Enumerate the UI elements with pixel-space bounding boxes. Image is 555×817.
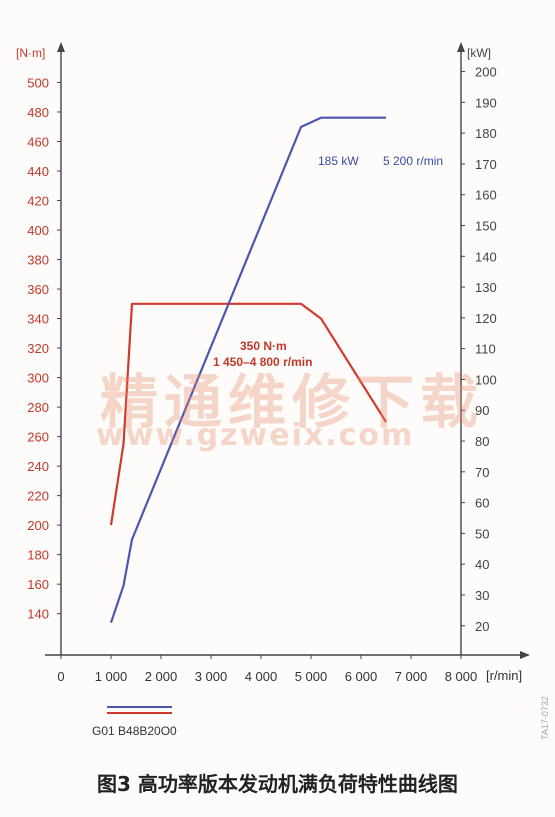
y-right-tick-label: 160 xyxy=(475,188,497,203)
x-tick-label: 3 000 xyxy=(195,669,228,684)
side-code: TA17-0732 xyxy=(540,696,550,740)
y-left-tick-label: 180 xyxy=(27,548,49,563)
y-left-tick-label: 220 xyxy=(27,489,49,504)
x-axis-arrow xyxy=(520,651,530,659)
power-annotation-value: 185 kW xyxy=(318,154,359,168)
y-right-tick-label: 50 xyxy=(475,526,489,541)
y-left-unit: [N·m] xyxy=(16,46,45,60)
y-right-tick-label: 110 xyxy=(475,342,496,357)
y-left-tick-label: 340 xyxy=(27,312,49,327)
right-y-axis-arrow xyxy=(457,42,465,52)
torque-curve xyxy=(109,302,387,526)
y-left-tick-label: 140 xyxy=(27,607,49,622)
x-tick-label: 8 000 xyxy=(445,669,478,684)
x-unit: [r/min] xyxy=(486,668,522,683)
y-right-tick-labels: 20 30 40 50 60 70 80 90 100 110 120 130 140 150 160 170… xyxy=(461,65,497,634)
y-right-tick-label: 30 xyxy=(475,588,489,603)
y-left-tick-label: 460 xyxy=(27,134,49,149)
watermark-text: 精通维修下载 xyxy=(100,368,485,436)
y-right-tick-label: 190 xyxy=(475,95,497,110)
x-tick-label: 5 000 xyxy=(295,669,328,684)
y-left-tick-label: 380 xyxy=(27,253,49,268)
y-left-tick-label: 200 xyxy=(27,518,49,533)
torque-annotation-value: 350 N·m xyxy=(240,339,287,353)
y-right-tick-label: 90 xyxy=(475,403,489,418)
power-annotation-speed: 5 200 r/min xyxy=(383,154,443,168)
x-tick-label: 2 000 xyxy=(145,669,178,684)
y-left-tick-label: 160 xyxy=(27,577,49,592)
y-right-tick-label: 80 xyxy=(475,434,489,449)
y-left-tick-label: 320 xyxy=(27,341,49,356)
y-right-tick-label: 20 xyxy=(475,619,489,634)
x-tick-label: 0 xyxy=(57,669,64,684)
y-left-tick-label: 420 xyxy=(27,194,49,209)
x-tick-label: 7 000 xyxy=(395,669,428,684)
y-left-tick-label: 500 xyxy=(27,75,49,90)
y-right-tick-label: 200 xyxy=(475,65,497,80)
y-right-unit: [kW] xyxy=(467,46,491,60)
legend-label: G01 B48B20O0 xyxy=(92,724,177,738)
y-right-tick-label: 150 xyxy=(475,218,497,233)
y-right-tick-label: 140 xyxy=(475,249,497,264)
y-right-tick-label: 120 xyxy=(475,311,497,326)
y-right-tick-label: 180 xyxy=(475,126,497,141)
torque-annotation-speed: 1 450–4 800 r/min xyxy=(213,355,312,369)
y-left-tick-label: 440 xyxy=(27,164,49,179)
figure-caption: 图3 高功率版本发动机满负荷特性曲线图 xyxy=(97,772,458,796)
x-tick-labels: 0 1 000 2 000 3 000 4 000 5 000 6 000 7 000 8 00… xyxy=(57,655,477,684)
x-tick-label: 4 000 xyxy=(245,669,278,684)
power-curve xyxy=(109,116,386,624)
y-left-tick-label: 280 xyxy=(27,400,49,415)
y-left-tick-label: 400 xyxy=(27,223,49,238)
left-y-axis-arrow xyxy=(57,42,65,52)
y-right-tick-label: 130 xyxy=(475,280,497,295)
y-left-tick-label: 360 xyxy=(27,282,49,297)
x-tick-label: 6 000 xyxy=(345,669,378,684)
y-right-tick-label: 170 xyxy=(475,157,497,172)
x-tick-label: 1 000 xyxy=(95,669,128,684)
y-right-tick-label: 70 xyxy=(475,465,489,480)
watermark-url: www.gzweix.com xyxy=(96,418,415,453)
y-left-tick-label: 240 xyxy=(27,459,49,474)
y-left-tick-label: 260 xyxy=(27,430,49,445)
y-right-tick-label: 100 xyxy=(475,372,497,387)
y-left-tick-labels: 140 160 180 200 220 240 260 280 300 320 340 360 380 4… xyxy=(27,75,61,622)
y-left-tick-label: 480 xyxy=(27,105,49,120)
series-layer xyxy=(109,116,387,624)
y-left-tick-label: 300 xyxy=(27,371,49,386)
y-right-tick-label: 40 xyxy=(475,557,489,572)
y-right-tick-label: 60 xyxy=(475,496,489,511)
